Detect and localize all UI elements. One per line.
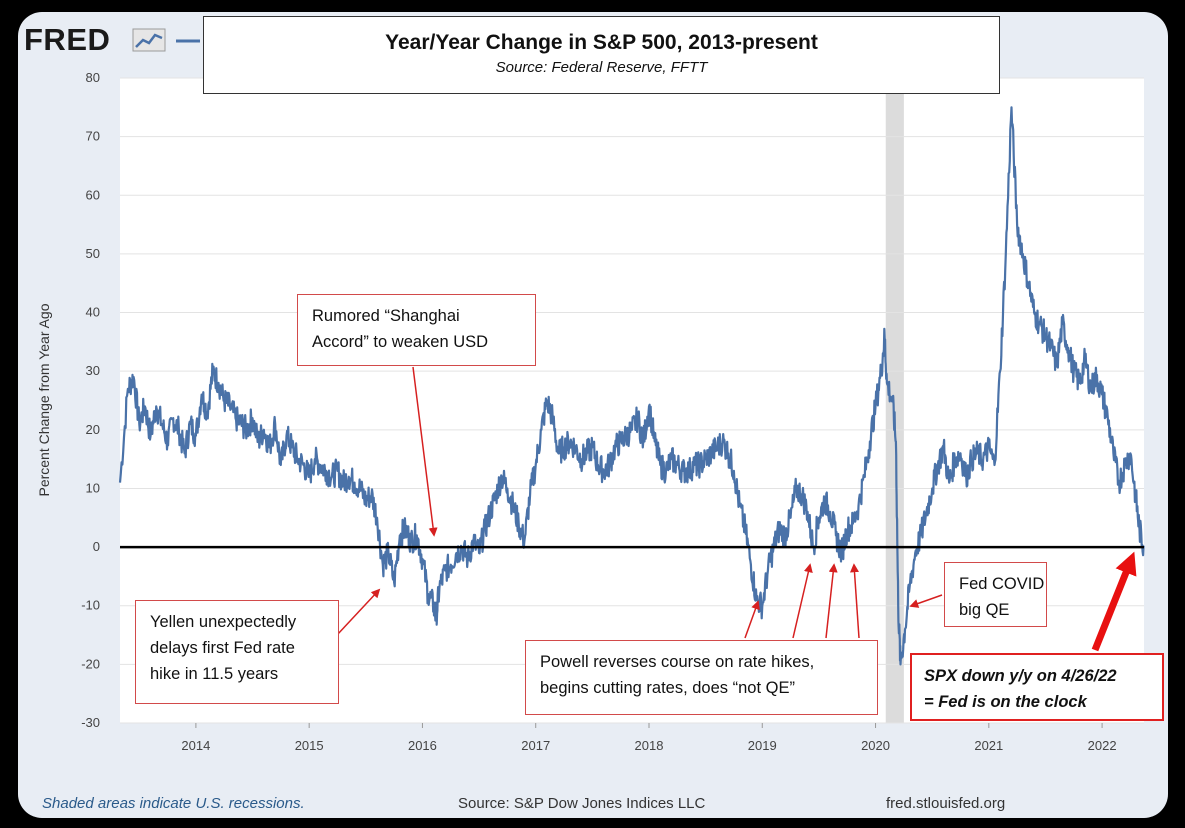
annotation-powell-line-1: Powell reverses course on rate hikes,: [540, 653, 815, 671]
x-tick-2018: 2018: [635, 738, 664, 753]
arrow-powell-4: [850, 563, 860, 639]
y-tick--30: -30: [81, 715, 100, 730]
annotation-spx-line-1: SPX down y/y on 4/26/22: [924, 667, 1117, 685]
x-tick-2014: 2014: [181, 738, 210, 753]
fred-chart-icon: [132, 28, 166, 52]
arrow-yellen: [336, 588, 381, 636]
arrow-powell-3: [825, 563, 838, 639]
x-tick-2015: 2015: [295, 738, 324, 753]
arrow-powell-1: [744, 600, 760, 639]
y-tick-30: 30: [86, 363, 100, 378]
y-tick-60: 60: [86, 187, 100, 202]
y-tick-0: 0: [93, 539, 100, 554]
arrow-powell-2: [792, 563, 813, 639]
data-source: Source: S&P Dow Jones Indices LLC: [458, 795, 706, 812]
x-tick-labels: 2014 2015 2016 2017 2018 2019 2020 2021 2022: [181, 723, 1117, 753]
annotation-yellen: Yellen unexpectedly delays first Fed rat…: [135, 600, 339, 704]
y-tick-70: 70: [86, 129, 100, 144]
annotation-spx: SPX down y/y on 4/26/22 = Fed is on the …: [910, 653, 1164, 721]
legend-line-swatch: [176, 39, 200, 43]
annotation-powell-line-2: begins cutting rates, does “not QE”: [540, 679, 795, 697]
arrow-shanghai: [412, 366, 438, 537]
annotation-covid-line-2: big QE: [959, 601, 1010, 619]
fred-logo: FRED: [24, 22, 111, 57]
annotation-powell: Powell reverses course on rate hikes, be…: [525, 640, 878, 715]
recession-note: Shaded areas indicate U.S. recessions.: [42, 795, 305, 812]
recession-band-0: [885, 78, 904, 723]
annotation-covid: Fed COVID big QE: [944, 562, 1047, 627]
x-tick-2016: 2016: [408, 738, 437, 753]
y-tick-50: 50: [86, 246, 100, 261]
y-tick--10: -10: [81, 598, 100, 613]
recession-layer: [885, 78, 904, 723]
chart-title: Year/Year Change in S&P 500, 2013-presen…: [385, 31, 818, 54]
y-axis-label: Percent Change from Year Ago: [36, 303, 52, 497]
annotation-shanghai-line-2: Accord” to weaken USD: [312, 333, 489, 351]
annotation-yellen-line-3: hike in 11.5 years: [150, 665, 279, 683]
annotation-yellen-line-2: delays first Fed rate: [150, 639, 295, 657]
annotation-yellen-line-1: Yellen unexpectedly: [150, 613, 297, 631]
y-tick--20: -20: [81, 656, 100, 671]
y-tick-10: 10: [86, 480, 100, 495]
annotation-shanghai-line-1: Rumored “Shanghai: [312, 307, 460, 325]
annotation-covid-line-1: Fed COVID: [959, 575, 1045, 593]
x-tick-2020: 2020: [861, 738, 890, 753]
annotation-shanghai: Rumored “Shanghai Accord” to weaken USD: [297, 294, 536, 366]
y-tick-labels: 80 70 60 50 40 30 20 10 0 -10 -20 -30: [81, 70, 100, 730]
y-tick-20: 20: [86, 422, 100, 437]
annotation-arrows: [336, 366, 1137, 652]
x-tick-2017: 2017: [521, 738, 550, 753]
x-tick-2021: 2021: [974, 738, 1003, 753]
title-box: Year/Year Change in S&P 500, 2013-presen…: [203, 16, 1000, 94]
arrow-covid: [909, 594, 943, 608]
y-tick-40: 40: [86, 305, 100, 320]
website-link[interactable]: fred.stlouisfed.org: [886, 795, 1006, 812]
chart-subtitle: Source: Federal Reserve, FFTT: [495, 59, 708, 76]
y-tick-80: 80: [86, 70, 100, 85]
x-tick-2019: 2019: [748, 738, 777, 753]
series-line-sp500-yoy: [118, 106, 1145, 666]
x-tick-2022: 2022: [1088, 738, 1117, 753]
arrow-spx: [1091, 551, 1137, 652]
annotation-spx-line-2: = Fed is on the clock: [924, 693, 1087, 711]
